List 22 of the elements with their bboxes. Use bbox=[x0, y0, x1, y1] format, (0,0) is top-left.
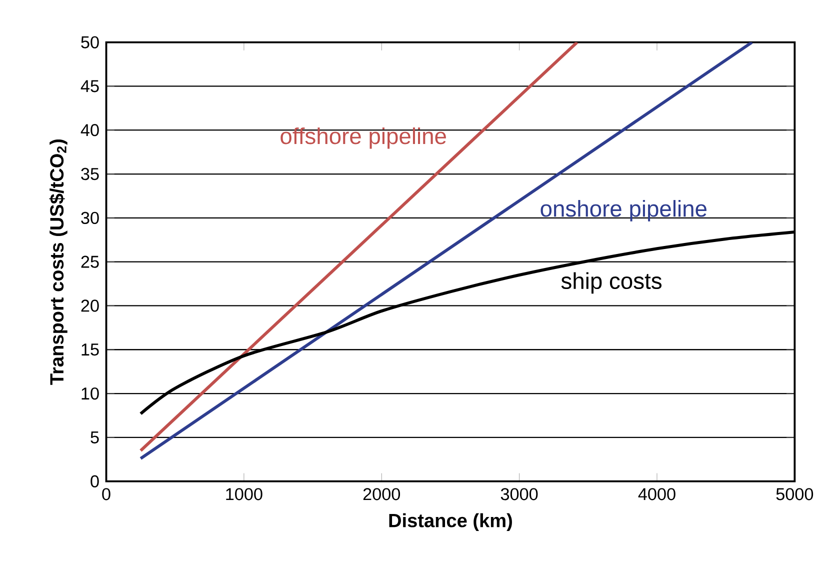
y-tick-label: 0 bbox=[90, 475, 99, 488]
y-tick-label: 45 bbox=[80, 80, 99, 92]
y-tick-label: 40 bbox=[80, 124, 99, 136]
y-tick-label: 5 bbox=[90, 431, 99, 444]
series-label: onshore pipeline bbox=[540, 200, 706, 222]
y-tick-label: 10 bbox=[82, 387, 99, 400]
y-tick-label: 30 bbox=[81, 212, 99, 224]
x-tick-label: 5000 bbox=[776, 488, 814, 500]
y-tick-label: 50 bbox=[81, 36, 99, 48]
series-label: ship costs bbox=[561, 272, 662, 294]
x-axis-title: Distance (km) bbox=[389, 513, 512, 532]
x-tick-label: 4000 bbox=[638, 488, 676, 500]
y-tick-label: 15 bbox=[82, 344, 99, 356]
x-tick-label: 3000 bbox=[500, 488, 538, 500]
y-tick-label: 35 bbox=[81, 168, 99, 180]
y-tick-label: 25 bbox=[81, 256, 99, 268]
y-axis-title: Transport costs (US$/tCO$_{2}$) bbox=[49, 140, 68, 385]
x-tick-label: 1000 bbox=[226, 488, 262, 500]
x-tick-label: 2000 bbox=[363, 488, 400, 500]
y-tick-label: 20 bbox=[81, 300, 99, 312]
series-label: offshore pipeline bbox=[280, 127, 446, 149]
x-tick-label: 0 bbox=[102, 488, 110, 500]
